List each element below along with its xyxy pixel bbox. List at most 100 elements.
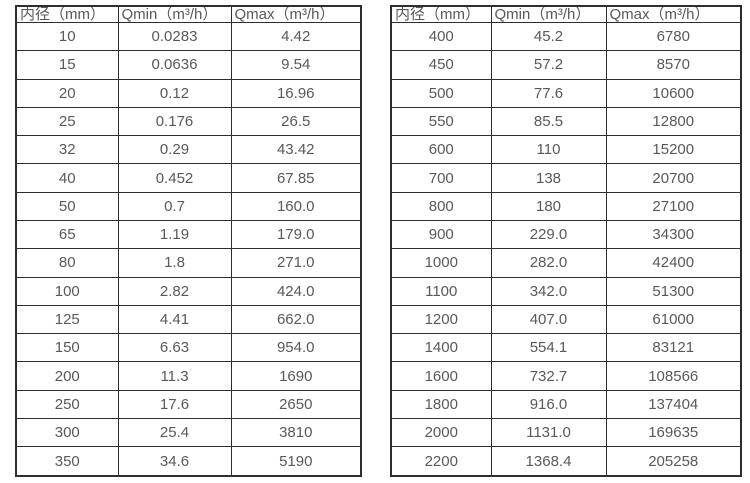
cell-diameter: 600 [390, 135, 492, 165]
cell-qmin: 0.7 [117, 191, 232, 221]
cell-diameter: 400 [390, 21, 492, 52]
cell-qmax: 160.0 [230, 191, 362, 221]
cell-diameter: 65 [15, 219, 119, 250]
cell-qmax: 662.0 [230, 304, 362, 335]
table-row: 350 34.6 5190 [15, 446, 362, 477]
cell-diameter: 1400 [390, 333, 492, 363]
table-row: 1600 732.7 108566 [390, 361, 742, 391]
cell-diameter: 350 [15, 446, 119, 477]
cell-diameter: 450 [390, 50, 492, 80]
cell-diameter: 10 [15, 21, 119, 52]
cell-qmax: 108566 [605, 361, 742, 391]
table-body: 10 0.0283 4.42 15 0.0636 9.54 20 0.12 16.96 25 0.1… [15, 21, 362, 477]
cell-qmin: 554.1 [490, 333, 607, 363]
cell-qmin: 2.82 [117, 276, 232, 306]
header-row: 内径（mm） Qmin（m³/h） Qmax（m³/h） [15, 5, 362, 23]
cell-qmin: 25.4 [117, 417, 232, 448]
cell-qmin: 11.3 [117, 361, 232, 391]
table-row: 550 85.5 12800 [390, 106, 742, 137]
cell-qmax: 5190 [230, 446, 362, 477]
header-qmax: Qmax（m³/h） [230, 5, 362, 23]
cell-diameter: 550 [390, 106, 492, 137]
cell-diameter: 125 [15, 304, 119, 335]
cell-qmin: 0.0636 [117, 50, 232, 80]
cell-diameter: 1800 [390, 389, 492, 419]
cell-qmax: 26.5 [230, 106, 362, 137]
cell-qmax: 61000 [605, 304, 742, 335]
table-row: 10 0.0283 4.42 [15, 21, 362, 52]
cell-qmax: 27100 [605, 191, 742, 221]
cell-qmin: 85.5 [490, 106, 607, 137]
header-row: 内径（mm） Qmin（m³/h） Qmax（m³/h） [390, 5, 742, 23]
cell-qmax: 169635 [605, 417, 742, 448]
cell-qmin: 0.12 [117, 78, 232, 108]
table-row: 80 1.8 271.0 [15, 248, 362, 278]
cell-qmax: 137404 [605, 389, 742, 419]
cell-qmin: 180 [490, 191, 607, 221]
cell-diameter: 1000 [390, 248, 492, 278]
header-diameter: 内径（mm） [390, 5, 492, 23]
table-row: 700 138 20700 [390, 163, 742, 193]
cell-qmin: 407.0 [490, 304, 607, 335]
cell-qmin: 282.0 [490, 248, 607, 278]
table-row: 1800 916.0 137404 [390, 389, 742, 419]
cell-qmax: 1690 [230, 361, 362, 391]
table-row: 32 0.29 43.42 [15, 135, 362, 165]
cell-qmin: 0.29 [117, 135, 232, 165]
cell-diameter: 800 [390, 191, 492, 221]
cell-diameter: 2200 [390, 446, 492, 477]
cell-qmax: 9.54 [230, 50, 362, 80]
cell-qmin: 229.0 [490, 219, 607, 250]
table-row: 40 0.452 67.85 [15, 163, 362, 193]
cell-qmax: 179.0 [230, 219, 362, 250]
header-qmin: Qmin（m³/h） [490, 5, 607, 23]
cell-diameter: 25 [15, 106, 119, 137]
cell-qmin: 77.6 [490, 78, 607, 108]
cell-diameter: 250 [15, 389, 119, 419]
header-qmax: Qmax（m³/h） [605, 5, 742, 23]
cell-diameter: 1600 [390, 361, 492, 391]
table-row: 400 45.2 6780 [390, 21, 742, 52]
table-row: 300 25.4 3810 [15, 417, 362, 448]
cell-qmin: 57.2 [490, 50, 607, 80]
cell-qmin: 732.7 [490, 361, 607, 391]
cell-diameter: 1100 [390, 276, 492, 306]
cell-qmax: 42400 [605, 248, 742, 278]
cell-qmax: 12800 [605, 106, 742, 137]
cell-qmin: 34.6 [117, 446, 232, 477]
cell-qmin: 1.8 [117, 248, 232, 278]
cell-diameter: 15 [15, 50, 119, 80]
cell-diameter: 80 [15, 248, 119, 278]
cell-qmax: 2650 [230, 389, 362, 419]
cell-qmax: 8570 [605, 50, 742, 80]
table-row: 25 0.176 26.5 [15, 106, 362, 137]
cell-qmax: 10600 [605, 78, 742, 108]
cell-qmin: 916.0 [490, 389, 607, 419]
cell-diameter: 700 [390, 163, 492, 193]
cell-diameter: 500 [390, 78, 492, 108]
flow-spec-table-large-diameters: 内径（mm） Qmin（m³/h） Qmax（m³/h） 400 45.2 6780 45… [390, 5, 742, 477]
cell-diameter: 300 [15, 417, 119, 448]
cell-qmax: 271.0 [230, 248, 362, 278]
cell-qmax: 205258 [605, 446, 742, 477]
table-row: 600 110 15200 [390, 135, 742, 165]
cell-qmin: 0.0283 [117, 21, 232, 52]
table-row: 800 180 27100 [390, 191, 742, 221]
table-row: 1200 407.0 61000 [390, 304, 742, 335]
table-body: 400 45.2 6780 450 57.2 8570 500 77.6 10600 550 85.… [390, 21, 742, 477]
cell-diameter: 1200 [390, 304, 492, 335]
cell-diameter: 150 [15, 333, 119, 363]
table-row: 1400 554.1 83121 [390, 333, 742, 363]
cell-qmax: 67.85 [230, 163, 362, 193]
table-row: 150 6.63 954.0 [15, 333, 362, 363]
cell-qmax: 83121 [605, 333, 742, 363]
flow-spec-table-small-diameters: 内径（mm） Qmin（m³/h） Qmax（m³/h） 10 0.0283 4.42 1… [15, 5, 362, 477]
header-diameter: 内径（mm） [15, 5, 119, 23]
cell-qmax: 4.42 [230, 21, 362, 52]
cell-diameter: 40 [15, 163, 119, 193]
cell-qmax: 6780 [605, 21, 742, 52]
cell-qmin: 342.0 [490, 276, 607, 306]
cell-qmax: 34300 [605, 219, 742, 250]
table-row: 250 17.6 2650 [15, 389, 362, 419]
